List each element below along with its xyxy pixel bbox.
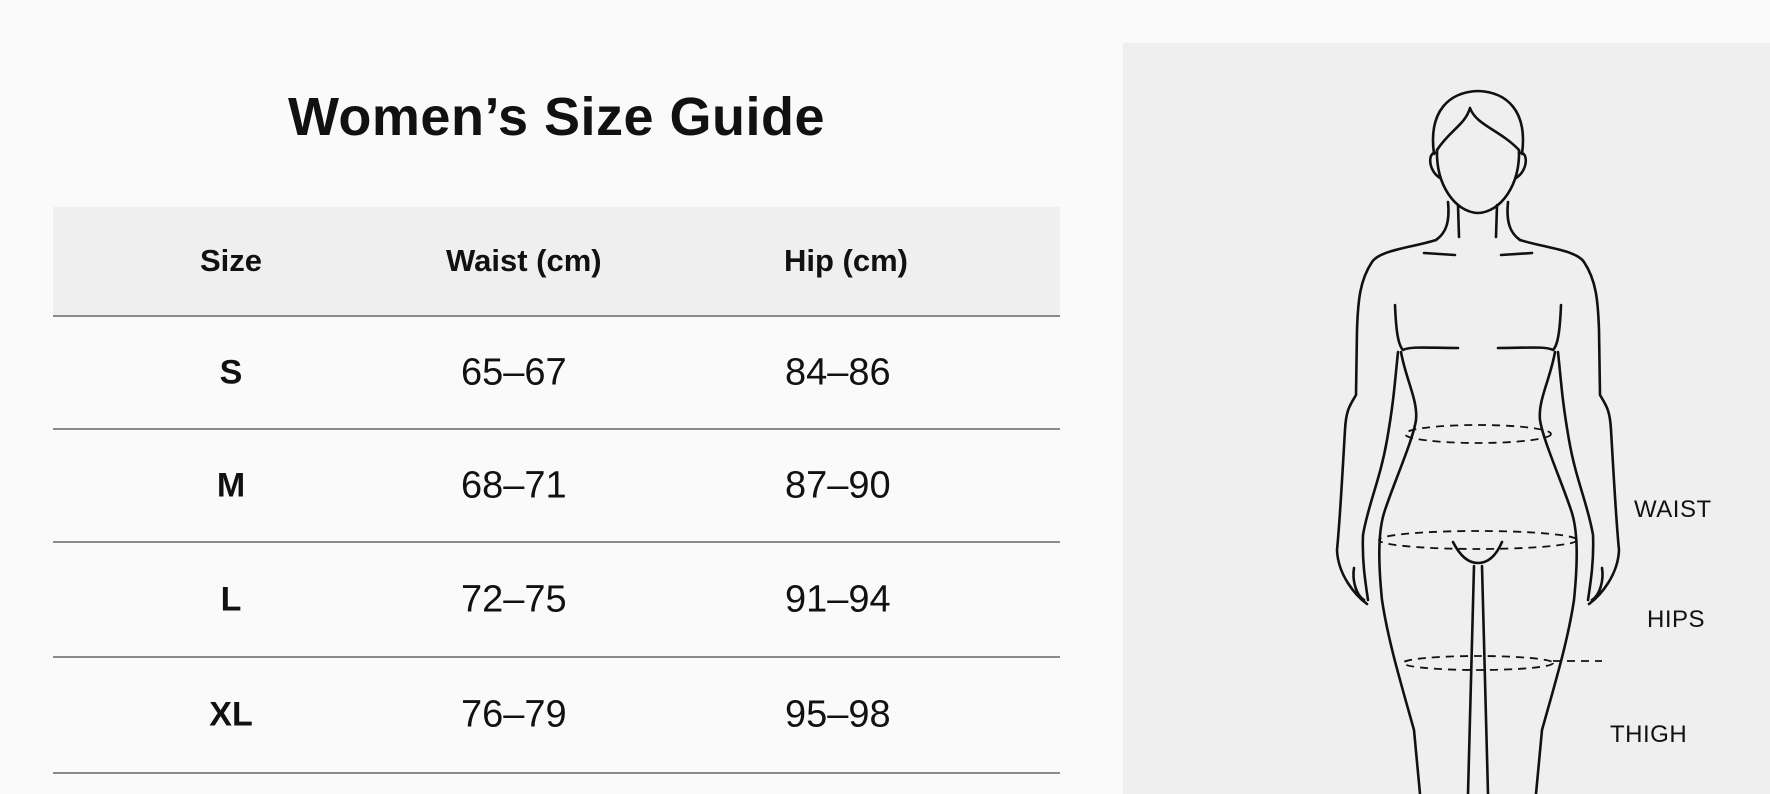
- size-table: Size Waist (cm) Hip (cm) S 65–67 84–86 M…: [53, 207, 1060, 774]
- waist-label: WAIST: [1634, 496, 1712, 523]
- thigh-measure-line: [1402, 655, 1554, 671]
- header-waist: Waist (cm): [446, 243, 602, 278]
- table-row: L 72–75 91–94: [53, 543, 1060, 658]
- table-row: S 65–67 84–86: [53, 317, 1060, 430]
- hip-cell: 91–94: [785, 578, 891, 620]
- waist-cell: 72–75: [461, 578, 567, 620]
- hip-cell: 95–98: [785, 693, 891, 736]
- size-cell: L: [220, 580, 242, 618]
- waist-cell: 65–67: [461, 351, 567, 393]
- table-header: Size Waist (cm) Hip (cm): [53, 207, 1060, 317]
- table-row: XL 76–79 95–98: [53, 658, 1060, 774]
- size-cell: S: [219, 353, 243, 391]
- header-size: Size: [199, 243, 263, 278]
- waist-measure-line: [1404, 424, 1552, 444]
- header-hip: Hip (cm): [784, 243, 908, 278]
- waist-cell: 76–79: [461, 693, 567, 736]
- waist-cell: 68–71: [461, 464, 567, 506]
- hip-cell: 84–86: [785, 351, 891, 393]
- hip-cell: 87–90: [785, 464, 891, 506]
- size-cell: XL: [209, 695, 253, 734]
- hips-label: HIPS: [1647, 606, 1706, 633]
- hips-measure-line: [1378, 530, 1578, 550]
- page-title: Women’s Size Guide: [287, 87, 826, 147]
- size-cell: M: [216, 466, 246, 504]
- thigh-label: THIGH: [1610, 721, 1688, 748]
- table-row: M 68–71 87–90: [53, 430, 1060, 543]
- body-diagram-panel: [1123, 43, 1770, 794]
